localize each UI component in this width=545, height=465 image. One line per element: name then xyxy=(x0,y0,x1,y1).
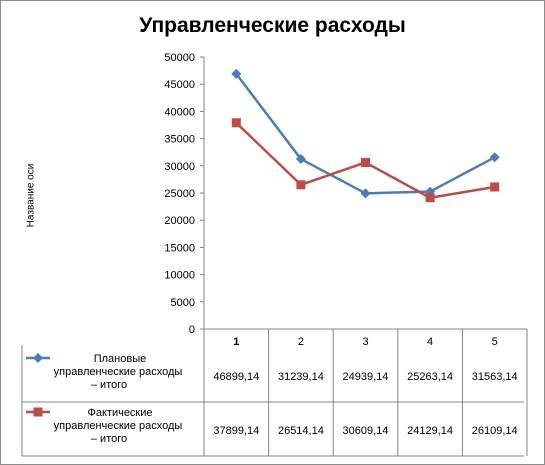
x-tick-label: 3 xyxy=(362,336,368,348)
legend-marker xyxy=(33,353,43,363)
legend-entry-label: Плановые управленческие расходы – итого xyxy=(54,353,183,391)
x-tick-label: 2 xyxy=(298,336,304,348)
x-tick-label: 1 xyxy=(233,336,239,348)
data-label: 26109,14 xyxy=(472,425,518,437)
y-tick-label: 20000 xyxy=(164,215,195,227)
data-label: 24939,14 xyxy=(343,371,389,383)
data-point xyxy=(231,118,241,128)
legend-marker xyxy=(33,407,43,417)
y-tick-label: 30000 xyxy=(164,161,195,173)
data-point xyxy=(361,157,370,167)
y-tick-label: 5000 xyxy=(171,297,195,309)
y-tick-label: 40000 xyxy=(164,106,195,118)
data-label: 26514,14 xyxy=(278,425,324,437)
data-point xyxy=(295,154,306,165)
data-label: 37899,14 xyxy=(213,425,259,437)
data-point xyxy=(231,68,242,79)
chart-title: Управленческие расходы xyxy=(139,14,406,37)
data-point xyxy=(489,152,500,163)
legend-entry-label: Фактические управленческие расходы – итого xyxy=(54,407,183,445)
y-tick-label: 50000 xyxy=(164,52,195,64)
y-tick-label: 15000 xyxy=(164,242,195,254)
data-label: 24129,14 xyxy=(407,425,453,437)
series-line xyxy=(235,73,496,195)
y-tick-label: 25000 xyxy=(164,188,195,200)
data-label: 30609,14 xyxy=(343,425,389,437)
y-tick-label: 0 xyxy=(189,324,195,336)
data-label: 31563,14 xyxy=(472,371,518,383)
y-tick-label: 45000 xyxy=(164,79,195,91)
data-point xyxy=(296,180,306,190)
data-label: 46899,14 xyxy=(213,371,259,383)
data-point xyxy=(360,188,371,199)
x-tick-label: 5 xyxy=(492,336,498,348)
data-point xyxy=(425,193,435,203)
data-point xyxy=(490,182,500,192)
data-label: 31239,14 xyxy=(278,371,324,383)
x-tick-label: 4 xyxy=(427,336,433,348)
y-tick-label: 35000 xyxy=(164,134,195,146)
y-tick-label: 10000 xyxy=(164,270,195,282)
data-label: 25263,14 xyxy=(407,371,453,383)
